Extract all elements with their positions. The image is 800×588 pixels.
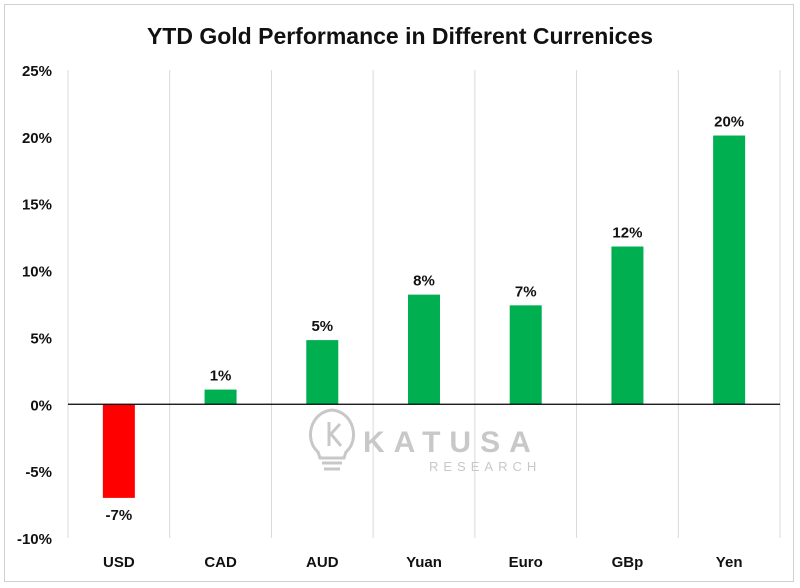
watermark: KATUSA RESEARCH bbox=[309, 408, 541, 474]
bar-yuan bbox=[408, 294, 440, 405]
grid bbox=[67, 70, 781, 538]
y-tick-label: 0% bbox=[30, 397, 52, 414]
data-label: 1% bbox=[210, 368, 232, 385]
data-label: 20% bbox=[714, 114, 744, 131]
bar-cad bbox=[204, 389, 237, 405]
y-tick-label: 20% bbox=[22, 130, 52, 147]
y-tick-label: -5% bbox=[25, 464, 52, 481]
watermark-brand: KATUSA bbox=[363, 426, 540, 459]
data-label: -7% bbox=[106, 507, 133, 524]
bar-gbp bbox=[611, 246, 644, 405]
x-tick-label: GBp bbox=[612, 554, 644, 571]
chart-title: YTD Gold Performance in Different Curren… bbox=[147, 23, 653, 49]
y-tick-label: 15% bbox=[22, 197, 52, 214]
data-label: 12% bbox=[612, 225, 642, 242]
y-tick-label: 10% bbox=[22, 264, 52, 281]
bar-usd bbox=[102, 404, 135, 498]
x-tick-label: CAD bbox=[204, 554, 237, 571]
data-labels: -7% 1% 5% 8% 7% 12% 20% bbox=[106, 114, 745, 524]
x-tick-label: AUD bbox=[306, 554, 339, 571]
axes: 25% 20% 15% 10% 5% 0% -5% -10% USD CAD AUD Yuan Euro… bbox=[17, 63, 780, 571]
y-tick-label: -10% bbox=[17, 531, 52, 548]
bar-yen bbox=[713, 135, 746, 405]
watermark-sub: RESEARCH bbox=[429, 459, 541, 474]
bar-aud bbox=[306, 340, 339, 405]
x-tick-label: Yen bbox=[716, 554, 743, 571]
data-label: 8% bbox=[413, 273, 435, 290]
lightbulb-k-icon bbox=[309, 408, 355, 471]
x-tick-label: USD bbox=[103, 554, 135, 571]
y-tick-label: 25% bbox=[22, 63, 52, 80]
bars bbox=[102, 135, 746, 498]
bar-euro bbox=[509, 305, 542, 405]
x-tick-label: Euro bbox=[509, 554, 543, 571]
data-label: 7% bbox=[515, 283, 537, 300]
y-tick-label: 5% bbox=[30, 330, 52, 347]
chart-frame bbox=[4, 4, 794, 582]
data-label: 5% bbox=[311, 318, 333, 335]
x-tick-label: Yuan bbox=[406, 554, 442, 571]
